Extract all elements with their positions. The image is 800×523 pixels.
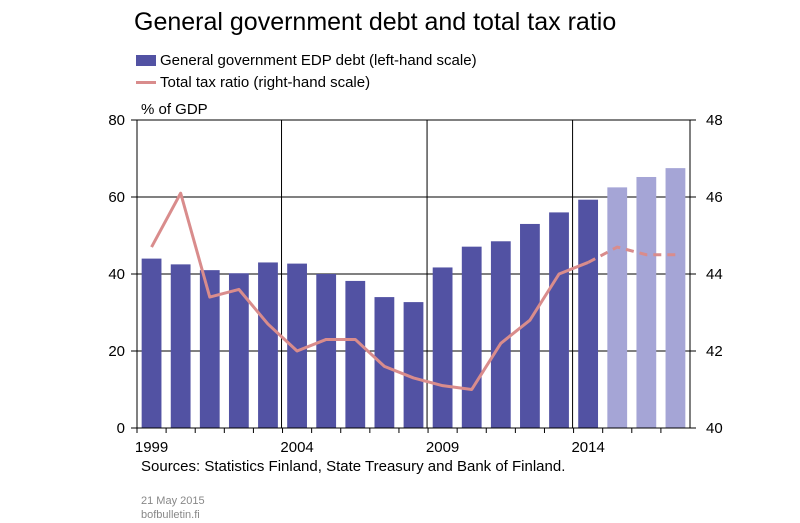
bar-debt [520,223,540,428]
bar-debt [199,270,220,428]
bar-debt [228,273,249,428]
bar-debt [141,258,162,428]
sources-note: Sources: Statistics Finland, State Treas… [141,458,566,475]
bar-debt [287,263,307,428]
y-right-tick-label: 42 [706,343,723,360]
y-right-tick-label: 44 [706,266,723,283]
bar-debt [607,187,628,428]
bar-debt [258,262,278,428]
x-tick-label: 2014 [571,439,604,456]
y-left-tick-label: 80 [108,112,125,129]
legend-label-debt: General government EDP debt (left-hand s… [160,52,477,69]
bar-debt [636,176,657,428]
y-left-tick-label: 60 [108,189,125,206]
y-left-tick-label: 40 [108,266,125,283]
y-unit-label: % of GDP [141,101,208,118]
y-right-tick-label: 48 [706,112,723,129]
x-tick-label: 1999 [135,439,168,456]
bar-debt [374,297,395,428]
x-tick-label: 2004 [280,439,313,456]
bar-debt [578,199,599,428]
bar-debt [549,212,569,428]
bar-debt [665,168,686,428]
legend-item-tax: Total tax ratio (right-hand scale) [136,74,370,91]
legend-swatch-debt [136,55,156,66]
bar-debt [170,264,191,428]
x-tick-label: 2009 [426,439,459,456]
y-left-tick-label: 20 [108,343,125,360]
bar-debt [432,267,453,428]
chart-title: General government debt and total tax ra… [134,8,617,36]
line-tax-ratio [150,191,589,391]
bar-debt [345,280,366,428]
legend-item-debt: General government EDP debt (left-hand s… [136,52,477,69]
legend-label-tax: Total tax ratio (right-hand scale) [160,74,371,91]
legend-swatch-tax [136,81,156,84]
line-tax-ratio-forecast [587,245,676,264]
y-right-tick-label: 40 [706,420,723,437]
bar-debt [316,274,337,428]
bar-debt [490,241,511,428]
site-name: bofbulletin.fi [141,509,200,521]
y-left-tick-label: 0 [117,420,125,437]
bar-debt [403,302,424,428]
publication-date: 21 May 2015 [141,495,205,507]
y-right-tick-label: 46 [706,189,723,206]
bar-debt [461,246,482,428]
